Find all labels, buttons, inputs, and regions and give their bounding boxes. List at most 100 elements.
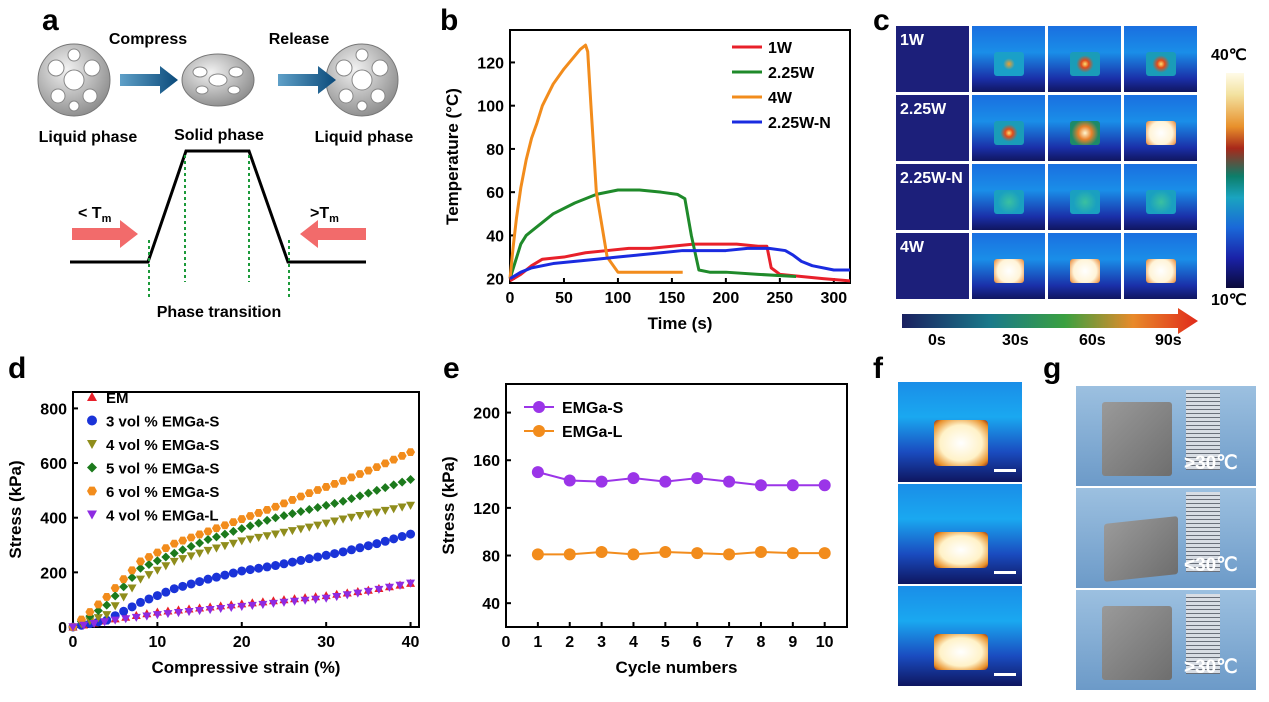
plot-frame <box>72 391 420 628</box>
panel-letter-e: e <box>443 352 460 385</box>
data-point <box>627 548 640 561</box>
legend-label: EMGa-L <box>562 424 623 441</box>
data-point <box>102 600 112 610</box>
data-point <box>321 519 331 528</box>
heat-in-right-arrow-icon <box>300 220 366 248</box>
data-point <box>338 476 348 485</box>
data-point <box>346 473 356 482</box>
y-tick-label: 80 <box>482 549 500 566</box>
data-point <box>342 591 352 600</box>
time-label: 60s <box>1079 332 1106 349</box>
data-point <box>68 623 78 632</box>
data-point <box>144 571 154 580</box>
x-tick-label: 0 <box>69 634 78 651</box>
data-point <box>330 498 340 508</box>
data-point <box>237 537 247 546</box>
data-point <box>85 608 95 616</box>
data-point <box>184 608 194 617</box>
panel-letter-f: f <box>873 352 883 385</box>
data-point <box>531 466 544 479</box>
y-tick-label: 40 <box>482 596 500 613</box>
panel-a-schematic: Compress Release Liquid phase Solid phas… <box>37 31 414 321</box>
data-point <box>395 581 405 590</box>
x-tick-label: 3 <box>597 634 606 651</box>
data-point <box>595 475 608 488</box>
legend-label: 4 vol % EMGa-L <box>106 508 219 525</box>
data-point <box>353 589 363 598</box>
data-point <box>363 488 373 498</box>
data-point <box>203 527 213 536</box>
sample-block <box>1102 402 1172 476</box>
data-point <box>161 552 171 562</box>
liquid-phase-right-label: Liquid phase <box>315 129 414 146</box>
scale-max-label: 40℃ <box>1211 47 1247 64</box>
data-point <box>262 505 272 514</box>
panel-letter-g: g <box>1043 352 1062 385</box>
data-point <box>186 533 196 542</box>
y-tick-label: 800 <box>40 401 67 418</box>
scale-bar <box>994 571 1016 574</box>
thermal-image <box>1124 164 1197 230</box>
cage-ball-left <box>37 43 111 117</box>
data-point <box>380 506 390 516</box>
data-point <box>173 609 183 618</box>
compression-thermal-images <box>898 382 1022 690</box>
data-point <box>254 518 264 528</box>
ruler <box>1186 594 1220 674</box>
thermal-image <box>1048 233 1121 299</box>
time-progress-arrow <box>902 308 1198 334</box>
data-point <box>220 570 230 580</box>
data-point <box>338 515 348 524</box>
x-tick-label: 250 <box>766 290 793 307</box>
y-tick-label: 20 <box>486 272 504 289</box>
thermal-image <box>972 164 1045 230</box>
data-point <box>102 611 112 620</box>
data-point <box>258 600 268 609</box>
thermal-image <box>972 95 1045 161</box>
data-point <box>406 579 416 588</box>
compress-arrow-icon <box>120 66 178 94</box>
legend-marker <box>533 401 545 413</box>
legend-label: 6 vol % EMGa-S <box>106 484 219 501</box>
data-point <box>254 509 264 517</box>
data-point <box>211 532 221 542</box>
thermal-row-label: 1W <box>900 32 924 49</box>
cycle-stress-chart: 0 1 2 3 4 5 6 7 8 9 10 40 80 120 160 200 Cycle numbers St… <box>440 383 848 677</box>
data-point <box>220 529 230 539</box>
data-point <box>136 597 146 607</box>
hot-spot <box>1070 52 1100 76</box>
data-point <box>627 472 640 485</box>
data-point <box>195 549 205 558</box>
data-point <box>152 611 162 620</box>
data-point <box>296 525 306 534</box>
data-point <box>144 594 154 604</box>
data-point <box>169 584 179 594</box>
data-point <box>237 602 247 612</box>
thermal-color-scale <box>1226 73 1244 288</box>
legend-marker <box>87 392 97 401</box>
x-tick-label: 10 <box>816 634 834 651</box>
data-point <box>216 604 226 614</box>
sample-photo: >30℃ <box>1076 386 1256 486</box>
data-point <box>346 513 356 522</box>
data-point <box>311 595 321 604</box>
data-point <box>355 491 365 501</box>
data-point <box>330 517 340 526</box>
thermal-row-label: 4W <box>900 239 924 256</box>
data-point <box>659 475 672 488</box>
legend-marker <box>533 425 545 437</box>
x-tick-label: 0 <box>502 634 511 651</box>
data-point <box>211 544 221 553</box>
temperature-condition-label: >30℃ <box>1184 453 1238 474</box>
thermal-image <box>1124 233 1197 299</box>
data-point <box>262 562 272 572</box>
data-point <box>372 508 382 517</box>
x-tick-label: 7 <box>725 634 734 651</box>
data-point <box>406 501 416 510</box>
data-point <box>296 492 306 501</box>
data-point <box>195 577 205 587</box>
data-point <box>245 535 255 544</box>
data-point <box>186 541 196 551</box>
data-point <box>161 544 171 552</box>
data-point <box>110 591 120 601</box>
